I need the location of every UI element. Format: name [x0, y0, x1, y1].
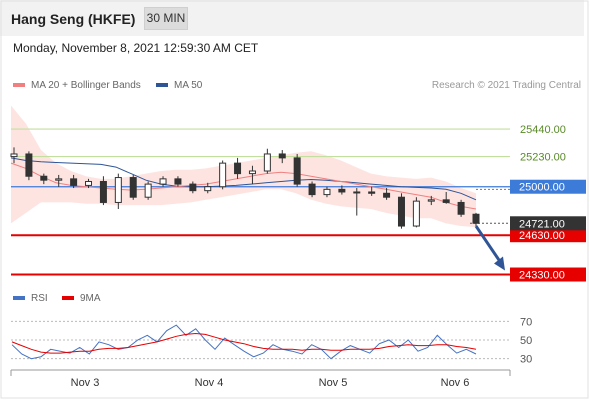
ma20-swatch	[13, 83, 25, 88]
candle-body	[129, 177, 137, 198]
legend-ma50: MA 50	[156, 80, 202, 91]
candle-body	[55, 178, 63, 181]
instrument-title: Hang Seng (HKFE)	[11, 11, 136, 27]
candle-body	[25, 153, 33, 177]
x-tick-label: Nov 3	[71, 377, 100, 389]
candle-body	[263, 153, 271, 172]
candle-body	[308, 183, 316, 196]
candle-body	[427, 199, 435, 202]
legend-ma20: MA 20 + Bollinger Bands	[13, 80, 141, 91]
level-tag-25000.00	[510, 179, 586, 194]
candle-body	[293, 157, 301, 185]
legend-rsi: RSI	[13, 293, 48, 304]
candle-body	[144, 183, 152, 198]
candle-body	[70, 178, 78, 186]
current-price-value: 24721.00	[519, 218, 565, 230]
x-tick-label: Nov 4	[195, 377, 224, 389]
ma50-label: MA 50	[174, 80, 203, 91]
chart-datetime: Monday, November 8, 2021 12:59:30 AM CET	[13, 41, 259, 55]
current-price-tag	[510, 216, 586, 231]
ma50-line	[10, 157, 477, 201]
candle-body	[457, 201, 465, 215]
level-value-25000.00: 25000.00	[519, 182, 565, 194]
ma9-swatch	[62, 296, 74, 301]
candle-body	[99, 180, 107, 203]
rsi-tick-70: 70	[520, 316, 532, 328]
level-value-24330.00: 24330.00	[519, 270, 565, 282]
candle-body	[159, 178, 167, 185]
candle-body	[323, 188, 331, 196]
candle-body	[174, 178, 182, 185]
candle-body	[219, 162, 227, 188]
ma9-label: 9MA	[80, 293, 101, 304]
rsi-series-9MA	[11, 332, 477, 354]
candle-body	[368, 191, 376, 194]
candle-body	[412, 200, 420, 227]
ma50-swatch	[156, 83, 168, 88]
rsi-tick-50: 50	[520, 335, 532, 347]
forecast-arrow-head	[494, 256, 505, 271]
candle-body	[234, 162, 242, 175]
candle-body	[189, 183, 197, 192]
legend-9ma: 9MA	[62, 293, 101, 304]
ma20-label: MA 20 + Bollinger Bands	[31, 80, 141, 91]
chart-header: Hang Seng (HKFE) 30 MIN	[0, 0, 584, 36]
bollinger-band	[11, 105, 476, 228]
candle-body	[338, 188, 346, 193]
x-tick-label: Nov 5	[319, 377, 348, 389]
candle-body	[278, 153, 286, 159]
candle-body	[10, 153, 18, 158]
level-tag-24630.00	[510, 228, 586, 243]
candle-body	[204, 186, 212, 192]
candle-body	[383, 192, 391, 198]
rsi-series-RSI	[11, 324, 477, 360]
candle-body	[248, 170, 256, 175]
rsi-label: RSI	[31, 293, 48, 304]
research-credit: Research © 2021 Trading Central	[431, 80, 581, 91]
candle-body	[40, 175, 48, 181]
level-value-25440.00: 25440.00	[520, 124, 566, 136]
candle-body	[85, 180, 93, 186]
candle-body	[114, 177, 122, 203]
rsi-swatch	[13, 296, 25, 301]
candle-body	[397, 196, 405, 227]
level-tag-24330.00	[510, 267, 586, 282]
level-value-24630.00: 24630.00	[519, 230, 565, 242]
x-tick-label: Nov 6	[441, 377, 470, 389]
candle-body	[353, 191, 361, 194]
level-value-25230.00: 25230.00	[520, 152, 566, 164]
candle-body	[442, 199, 450, 203]
forecast-arrow-shaft	[474, 225, 504, 266]
candle-body	[472, 213, 480, 224]
rsi-tick-30: 30	[520, 354, 532, 366]
timeframe-button[interactable]: 30 MIN	[144, 7, 188, 30]
